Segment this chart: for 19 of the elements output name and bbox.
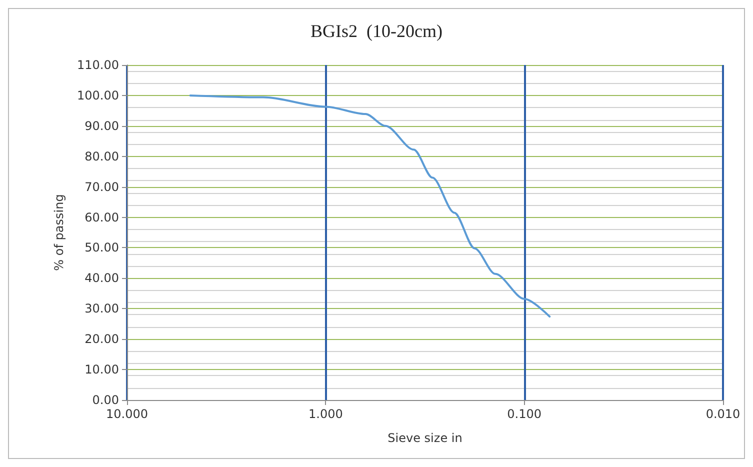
y-tick-label: 60.00 xyxy=(84,210,119,224)
y-tick-label: 80.00 xyxy=(84,149,119,164)
y-tick-label: 20.00 xyxy=(84,332,119,346)
y-tick-label: 100.00 xyxy=(77,88,119,102)
y-tick-label: 30.00 xyxy=(84,302,119,316)
y-tick-label: 40.00 xyxy=(84,271,119,286)
y-tick-label: 110.00 xyxy=(77,58,119,72)
y-tick-label: 0.00 xyxy=(92,393,119,407)
x-tick-label: 0.100 xyxy=(507,407,542,421)
y-axis-title: % of passing xyxy=(52,194,66,271)
y-tick-label: 70.00 xyxy=(84,180,119,194)
y-tick-label: 10.00 xyxy=(84,362,119,377)
x-tick-label: 10.000 xyxy=(106,407,148,421)
x-tick-label: 1.000 xyxy=(308,407,343,421)
x-axis-title: Sieve size in xyxy=(388,431,462,445)
y-tick-label: 50.00 xyxy=(84,240,119,255)
y-tick-label: 90.00 xyxy=(84,118,119,133)
chart-title: BGIs2 (10-20cm) xyxy=(310,21,442,41)
x-tick-label: 0.010 xyxy=(706,407,740,421)
